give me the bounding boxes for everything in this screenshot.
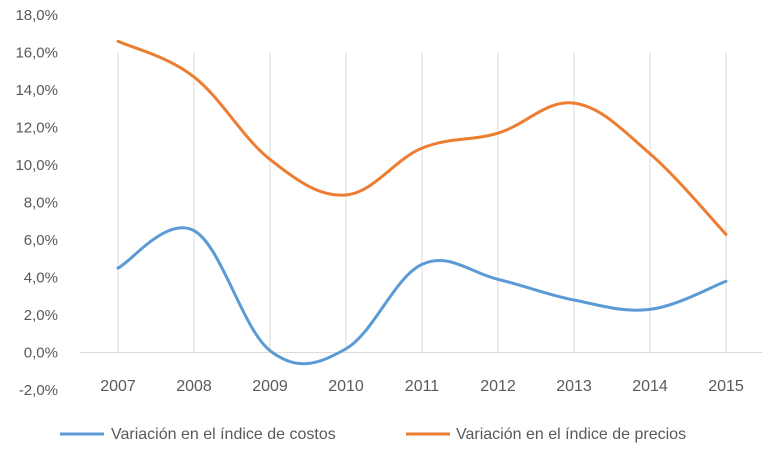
legend: Variación en el índice de costos Variació… bbox=[60, 426, 686, 443]
x-tick-label: 2012 bbox=[480, 378, 516, 395]
y-tick-label: 0,0% bbox=[24, 345, 58, 362]
x-axis: 2007 2008 2009 2010 2011 2012 2013 2014 2015 bbox=[100, 378, 744, 395]
y-axis: -2,0% 0,0% 2,0% 4,0% 6,0% 8,0% 10,0% 12,0% 14,0%… bbox=[15, 7, 58, 399]
x-tick-label: 2008 bbox=[176, 378, 212, 395]
y-tick-label: 12,0% bbox=[15, 120, 58, 137]
y-tick-label: 2,0% bbox=[24, 307, 58, 324]
series-lines bbox=[116, 39, 728, 366]
x-tick-label: 2010 bbox=[328, 378, 364, 395]
y-tick-label: 4,0% bbox=[24, 270, 58, 287]
x-tick-label: 2007 bbox=[100, 378, 136, 395]
series-line-precios bbox=[116, 39, 728, 236]
y-tick-label: 10,0% bbox=[15, 157, 58, 174]
y-tick-label: 18,0% bbox=[15, 7, 58, 24]
x-tick-label: 2009 bbox=[252, 378, 288, 395]
y-tick-label: 8,0% bbox=[24, 195, 58, 212]
legend-label: Variación en el índice de precios bbox=[456, 426, 686, 443]
legend-label: Variación en el índice de costos bbox=[111, 426, 336, 443]
y-tick-label: 16,0% bbox=[15, 45, 58, 62]
x-tick-label: 2011 bbox=[405, 378, 440, 395]
x-tick-label: 2013 bbox=[556, 378, 592, 395]
series-line-costos bbox=[116, 226, 728, 366]
y-tick-label: 14,0% bbox=[15, 82, 58, 99]
x-tick-label: 2015 bbox=[708, 378, 744, 395]
y-tick-label: 6,0% bbox=[24, 232, 58, 249]
x-tick-label: 2014 bbox=[632, 378, 668, 395]
y-tick-label: -2,0% bbox=[19, 382, 58, 399]
